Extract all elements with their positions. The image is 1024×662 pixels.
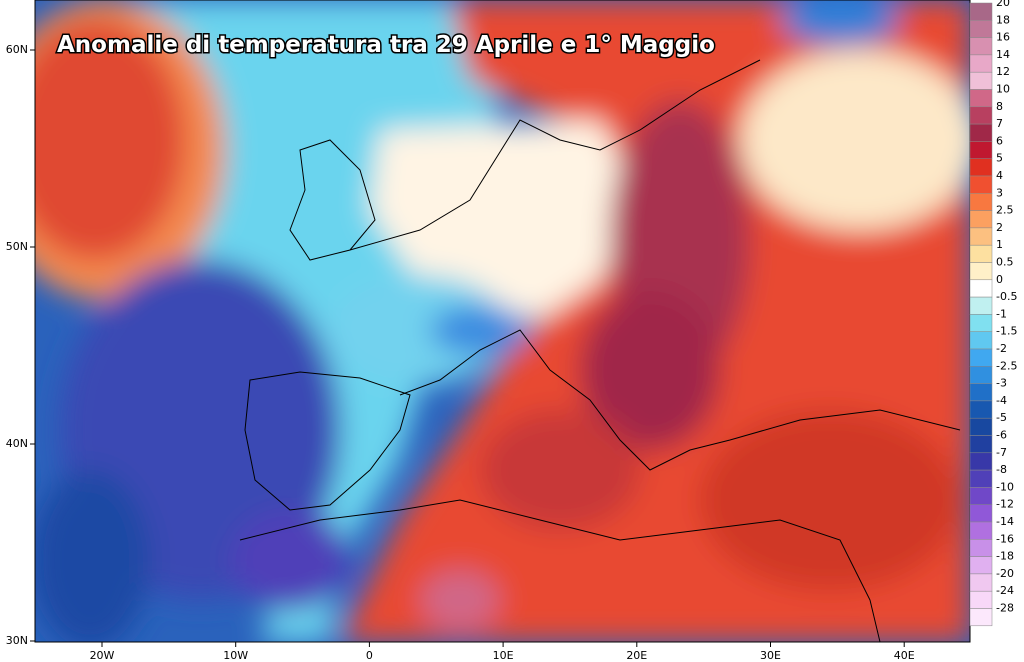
lon-label: 40E: [894, 649, 915, 662]
legend-swatch: [969, 89, 993, 108]
legend-swatch: [969, 608, 993, 627]
legend-swatch: [969, 279, 993, 298]
legend-label: -14: [996, 515, 1014, 528]
map-title: Anomalie di temperatura tra 29 Aprile e …: [57, 32, 715, 58]
legend-swatch: [969, 590, 993, 609]
legend-label: 3: [996, 186, 1003, 199]
lon-label: 20E: [626, 649, 647, 662]
legend-swatch: [969, 504, 993, 523]
legend-label: 14: [996, 48, 1010, 61]
legend-swatch: [969, 469, 993, 488]
legend-swatch: [969, 71, 993, 90]
legend-label: -18: [996, 550, 1014, 563]
legend-swatch: [969, 244, 993, 263]
legend-swatch: [969, 417, 993, 436]
legend-label: 10: [996, 83, 1010, 96]
legend-label: 12: [996, 65, 1010, 78]
legend-label: -8: [996, 463, 1007, 476]
legend-label: -1.5: [996, 325, 1017, 338]
legend-swatch: [969, 2, 993, 21]
legend-label: -6: [996, 429, 1007, 442]
lon-label: 20W: [90, 649, 115, 662]
legend-swatch: [969, 539, 993, 557]
lon-label: 10E: [493, 649, 514, 662]
legend-label: 4: [996, 169, 1003, 182]
legend-label: 1: [996, 238, 1003, 251]
anomaly-field: [35, 0, 970, 642]
lon-label: 30E: [760, 649, 781, 662]
legend-swatch: [969, 106, 993, 125]
legend-label: 8: [996, 100, 1003, 113]
legend-swatch: [969, 331, 993, 350]
legend-label: -1: [996, 307, 1007, 320]
legend-swatch: [969, 521, 993, 540]
legend-swatch: [969, 314, 993, 332]
legend-label: 2: [996, 221, 1003, 234]
lon-label: 10W: [223, 649, 248, 662]
legend-label: -24: [996, 584, 1014, 597]
legend-swatch: [969, 227, 993, 246]
legend-label: -20: [996, 567, 1014, 580]
legend-label: 2.5: [996, 204, 1014, 217]
legend-label: -4: [996, 394, 1007, 407]
legend-swatch: [969, 210, 993, 229]
legend-swatch: [969, 37, 993, 56]
legend-label: 20: [996, 0, 1010, 9]
legend-label: -0.5: [996, 290, 1017, 303]
legend-label: -28: [996, 602, 1014, 615]
legend-swatch: [969, 366, 993, 384]
legend-swatch: [969, 296, 993, 315]
legend-swatch: [969, 141, 993, 159]
legend-swatch: [969, 383, 993, 402]
legend-label: 16: [996, 31, 1010, 44]
coastlines: [239, 59, 961, 642]
axes: 60N 50N 40N 30N 20W 10W 0 10E 20E 30E 40E: [6, 43, 915, 662]
legend-label: 0.5: [996, 256, 1014, 269]
legend-label: -10: [996, 480, 1014, 493]
legend-swatch: [969, 400, 993, 419]
legend: 20 18 16 14 12 10 8 7 6 5 4 3 2.5 2 1 0.5 0 -0.5 -1 -1.5 -2 -…: [969, 0, 1017, 627]
legend-label: -5: [996, 411, 1007, 424]
legend-swatch: [969, 20, 993, 38]
legend-swatch: [969, 262, 993, 281]
legend-label: -2: [996, 342, 1007, 355]
lat-label: 30N: [6, 634, 28, 647]
lon-label: 0: [366, 649, 373, 662]
legend-swatch: [969, 556, 993, 575]
legend-swatch: [969, 158, 993, 177]
legend-swatch: [969, 452, 993, 471]
legend-label: -7: [996, 446, 1007, 459]
legend-label: 7: [996, 117, 1003, 130]
legend-swatch: [969, 348, 993, 367]
legend-label: -3: [996, 377, 1007, 390]
legend-swatch: [969, 54, 993, 73]
legend-swatch: [969, 175, 993, 194]
legend-swatch: [969, 487, 993, 505]
legend-label: -12: [996, 498, 1014, 511]
legend-label: -16: [996, 532, 1014, 545]
legend-label: 6: [996, 134, 1003, 147]
legend-swatch: [969, 123, 993, 142]
legend-label: 5: [996, 152, 1003, 165]
lat-label: 60N: [6, 43, 28, 56]
legend-swatch: [969, 573, 993, 592]
lat-label: 40N: [6, 437, 28, 450]
legend-label: 0: [996, 273, 1003, 286]
legend-label: -2.5: [996, 359, 1017, 372]
lat-label: 50N: [6, 240, 28, 253]
legend-swatch: [969, 435, 993, 454]
legend-label: 18: [996, 13, 1010, 26]
legend-swatch: [969, 193, 993, 211]
